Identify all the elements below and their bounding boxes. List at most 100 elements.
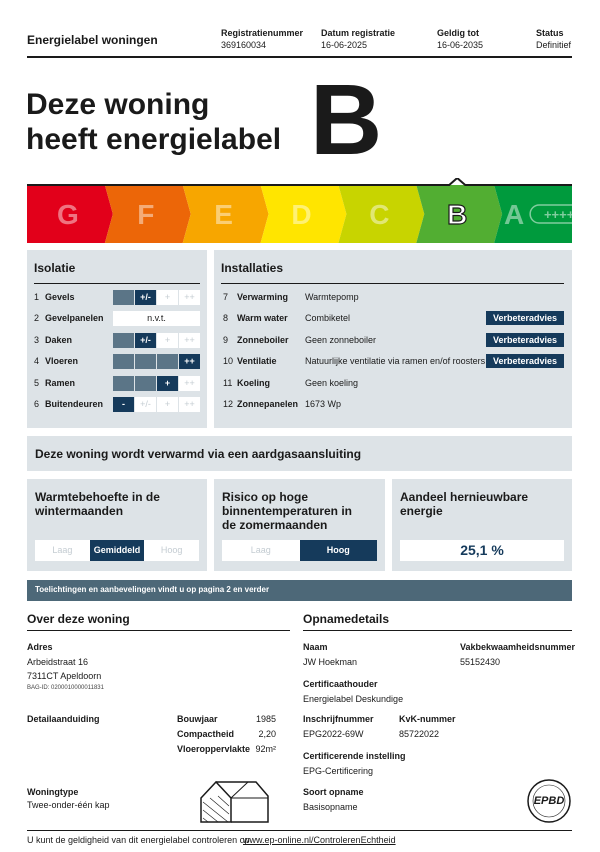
field-label: Woningtype bbox=[27, 787, 79, 797]
notice-strip bbox=[27, 580, 572, 601]
rating-cell bbox=[135, 376, 156, 391]
field-value: EPG2022-69W bbox=[303, 729, 364, 739]
scale-segment bbox=[104, 185, 191, 243]
rating-cell bbox=[135, 354, 156, 369]
row-value: 1673 Wp bbox=[305, 399, 342, 409]
row-name: Daken bbox=[45, 335, 73, 345]
notice-text: Toelichtingen en aanbevelingen vindt u o… bbox=[35, 585, 270, 594]
banner-text: Deze woning wordt verwarmd via een aardg… bbox=[35, 447, 362, 461]
scale-letter: D bbox=[291, 199, 311, 230]
scale-segment bbox=[182, 185, 269, 243]
field-label: Adres bbox=[27, 642, 53, 652]
scale-segment bbox=[338, 185, 425, 243]
scale-letter: A bbox=[504, 199, 524, 230]
field-value: 7311CT Apeldoorn bbox=[27, 671, 102, 681]
rating-cell-selected: - bbox=[113, 397, 134, 412]
field-value: 85722022 bbox=[399, 729, 440, 739]
row-value: Geen zonneboiler bbox=[305, 335, 377, 345]
scale-segment bbox=[416, 185, 503, 243]
rating-cell-selected: +/- bbox=[135, 290, 156, 305]
scale-segment bbox=[260, 185, 347, 243]
option-selected: Gemiddeld bbox=[89, 540, 145, 561]
header-rule bbox=[27, 56, 572, 58]
rating-cell-selected: + bbox=[157, 376, 178, 391]
scale-letter: C bbox=[369, 199, 389, 230]
scale-letter: B bbox=[447, 199, 467, 230]
rating-cell: + bbox=[157, 397, 178, 412]
footer-rule bbox=[27, 830, 572, 831]
energy-scale: G F E D C B A ++++ bbox=[27, 178, 589, 243]
document-title: Energielabel woningen bbox=[27, 33, 158, 47]
row-value: Natuurlijke ventilatie via ramen en/of r… bbox=[305, 356, 486, 366]
field-label: Vakbekwaamheidsnummer bbox=[460, 642, 576, 652]
rating-cell bbox=[157, 354, 178, 369]
panel-rule bbox=[34, 283, 200, 284]
option: Laag bbox=[35, 540, 90, 561]
rating-cell bbox=[113, 290, 134, 305]
section-rule bbox=[303, 630, 572, 631]
header-value: 16-06-2035 bbox=[437, 40, 484, 50]
house-drawing bbox=[200, 780, 269, 823]
rating-cell: ++ bbox=[179, 333, 200, 348]
row-name: Ventilatie bbox=[237, 356, 277, 366]
a-plus-label: ++++ bbox=[544, 207, 575, 222]
rating-na: n.v.t. bbox=[113, 311, 200, 326]
option-selected: Hoog bbox=[299, 540, 377, 561]
header-value: 369160034 bbox=[221, 40, 267, 50]
indicator-title: Aandeel hernieuwbare energie bbox=[400, 490, 529, 518]
row-number: 9 bbox=[223, 335, 229, 345]
rating-cell-selected: ++ bbox=[179, 354, 200, 369]
rating-cell: ++ bbox=[179, 376, 200, 391]
panel-title: Isolatie bbox=[34, 261, 76, 275]
a-plus-pill bbox=[529, 204, 589, 224]
row-number: 5 bbox=[34, 378, 40, 388]
section-title: Opnamedetails bbox=[303, 612, 390, 626]
field-label: Detailaanduiding bbox=[27, 714, 100, 724]
scale-marker bbox=[27, 178, 572, 186]
header-label: Status bbox=[536, 28, 564, 38]
field-label: KvK-nummer bbox=[399, 714, 456, 724]
header-label: Geldig tot bbox=[437, 28, 479, 38]
detail-label: Vloeroppervlakte bbox=[177, 744, 251, 754]
footer-link[interactable]: www.ep-online.nl/ControlerenEchtheid bbox=[243, 835, 396, 845]
rating-cell: +/- bbox=[135, 397, 156, 412]
field-label: Certificaathouder bbox=[303, 679, 378, 689]
epbd-logo-ring bbox=[527, 779, 571, 823]
indicator-title: Warmtebehoefte in de wintermaanden bbox=[35, 490, 160, 518]
row-name: Ramen bbox=[45, 378, 76, 388]
field-value: JW Hoekman bbox=[303, 657, 358, 667]
detail-value: 2,20 bbox=[258, 729, 276, 739]
row-number: 4 bbox=[34, 356, 40, 366]
row-number: 1 bbox=[34, 292, 40, 302]
header-value: 16-06-2025 bbox=[321, 40, 368, 50]
heating-banner bbox=[27, 436, 572, 471]
header-label: Datum registratie bbox=[321, 28, 396, 38]
row-number: 12 bbox=[223, 399, 234, 409]
row-name: Zonnepanelen bbox=[237, 399, 299, 409]
indicator-title: Risico op hoge binnentemperaturen in de … bbox=[222, 490, 353, 532]
section-title: Over deze woning bbox=[27, 612, 130, 626]
indicator-value: 25,1 % bbox=[400, 540, 564, 561]
field-value: EPG-Certificering bbox=[303, 766, 374, 776]
field-value: Twee-onder-één kap bbox=[27, 800, 110, 810]
scale-segment bbox=[27, 185, 113, 243]
advice-button[interactable]: Verbeteradvies bbox=[486, 354, 564, 368]
advice-button[interactable]: Verbeteradvies bbox=[486, 311, 564, 325]
panel-rule bbox=[221, 283, 564, 284]
header-value: Definitief bbox=[536, 40, 572, 50]
scale-letter: G bbox=[57, 199, 79, 230]
rating-cell bbox=[113, 333, 134, 348]
row-number: 8 bbox=[223, 313, 229, 323]
field-value: 55152430 bbox=[460, 657, 501, 667]
field-label: Naam bbox=[303, 642, 328, 652]
advice-button[interactable]: Verbeteradvies bbox=[486, 333, 564, 347]
scale-letter: F bbox=[137, 199, 154, 230]
detail-label: Compactheid bbox=[177, 729, 235, 739]
row-number: 11 bbox=[223, 378, 233, 388]
footer-text: U kunt de geldigheid van dit energielabe… bbox=[27, 835, 250, 845]
detail-value: 92m² bbox=[255, 744, 276, 754]
epbd-logo: EPBD bbox=[533, 795, 565, 807]
row-name: Vloeren bbox=[45, 356, 79, 366]
row-number: 7 bbox=[223, 292, 229, 302]
row-number: 3 bbox=[34, 335, 40, 345]
